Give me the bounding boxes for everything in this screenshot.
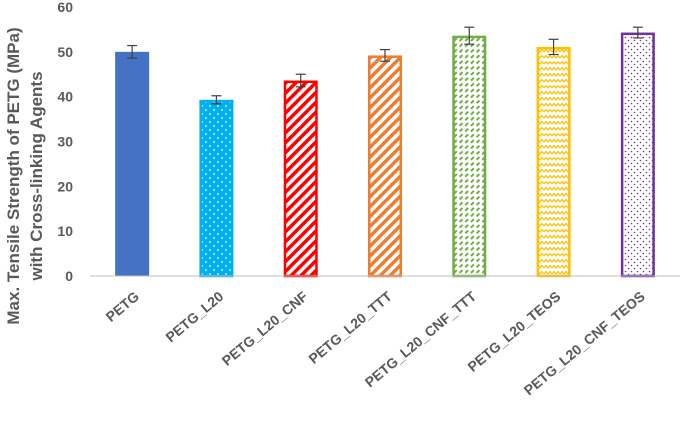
bar — [368, 55, 402, 278]
y-tick-label: 0 — [65, 268, 73, 284]
error-bar — [380, 48, 390, 62]
y-axis-ticks: 0 10 20 30 40 50 60 — [57, 0, 73, 284]
error-bar — [464, 26, 475, 45]
error-bar — [127, 44, 138, 59]
error-bar — [211, 95, 222, 105]
y-axis-label-line-2: with Cross-linking Agents — [27, 71, 46, 281]
x-tick-label: PETG_L20_TTT — [305, 288, 395, 367]
x-tick-label: PETG_L20 — [162, 288, 226, 345]
y-axis-label-line-1: Max. Tensile Strength of PETG (MPa) — [4, 27, 23, 324]
y-tick-label: 40 — [57, 89, 73, 105]
bar — [452, 35, 487, 278]
error-bars — [127, 26, 643, 105]
y-tick-label: 10 — [57, 223, 73, 239]
bars — [115, 32, 655, 278]
y-tick-label: 30 — [57, 134, 73, 150]
x-axis-ticks: PETG PETG_L20PETG_L20_CNFPETG_L20_TTTPETG… — [103, 288, 648, 399]
bar — [199, 99, 234, 278]
bar — [620, 32, 655, 278]
error-bar — [632, 26, 643, 39]
bar — [283, 80, 318, 278]
y-tick-label: 20 — [57, 178, 73, 194]
error-bar — [295, 73, 306, 88]
y-tick-label: 60 — [57, 0, 73, 15]
bar — [115, 51, 150, 277]
x-tick-label: PETG — [103, 288, 143, 325]
y-tick-label: 50 — [57, 44, 73, 60]
bar — [536, 46, 571, 278]
error-bar — [548, 38, 559, 56]
x-tick-label: PETG_L20_CNF — [219, 288, 311, 369]
